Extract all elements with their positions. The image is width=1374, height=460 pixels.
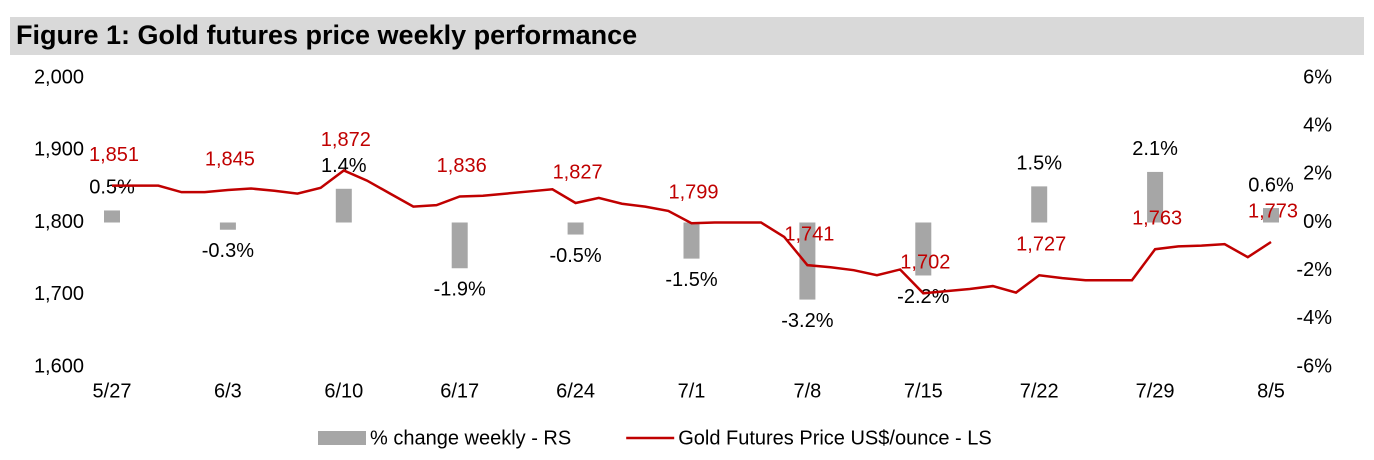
y-tick-label: 1,700 bbox=[34, 283, 84, 305]
bar bbox=[1031, 186, 1048, 223]
line-label: 1,836 bbox=[437, 155, 487, 177]
line-label: 1,827 bbox=[553, 161, 603, 183]
line-label: 1,741 bbox=[784, 223, 834, 245]
bar-label: -0.5% bbox=[549, 245, 601, 267]
legend-swatch bbox=[318, 431, 366, 445]
line-label: 1,872 bbox=[321, 129, 371, 151]
y2-tick-label: 6% bbox=[1303, 66, 1332, 88]
bar-label: 0.6% bbox=[1248, 174, 1294, 196]
chart-title: Figure 1: Gold futures price weekly perf… bbox=[16, 20, 637, 50]
y-tick-label: 1,900 bbox=[34, 139, 84, 161]
x-tick-label: 7/29 bbox=[1136, 380, 1175, 402]
line-label: 1,845 bbox=[205, 148, 255, 170]
price-line bbox=[112, 169, 1272, 295]
line-label: 1,799 bbox=[668, 182, 718, 204]
bar bbox=[567, 222, 584, 235]
bar bbox=[1147, 171, 1164, 223]
bar bbox=[451, 222, 468, 269]
y-tick-label: 1,800 bbox=[34, 211, 84, 233]
title-bar bbox=[10, 17, 1364, 55]
x-tick-label: 6/3 bbox=[214, 380, 242, 402]
bar-label: -2.2% bbox=[897, 286, 949, 308]
legend-label: Gold Futures Price US$/ounce - LS bbox=[678, 427, 991, 449]
bar bbox=[219, 222, 236, 230]
x-tick-label: 6/24 bbox=[556, 380, 595, 402]
x-tick-label: 6/10 bbox=[324, 380, 363, 402]
bar bbox=[915, 222, 932, 276]
bar-label: -1.5% bbox=[665, 269, 717, 291]
bar-label: 2.1% bbox=[1132, 138, 1178, 160]
y2-tick-label: 4% bbox=[1303, 114, 1332, 136]
x-tick-label: 8/5 bbox=[1257, 380, 1285, 402]
y-tick-label: 1,600 bbox=[34, 355, 84, 377]
bar-label: -0.3% bbox=[202, 240, 254, 262]
bar bbox=[1263, 208, 1279, 223]
x-tick-label: 7/8 bbox=[793, 380, 821, 402]
x-tick-label: 5/27 bbox=[93, 380, 132, 402]
bar-label: -3.2% bbox=[781, 310, 833, 332]
y2-tick-label: 0% bbox=[1303, 211, 1332, 233]
line-label: 1,727 bbox=[1016, 234, 1066, 256]
x-tick-label: 7/15 bbox=[904, 380, 943, 402]
x-tick-label: 7/1 bbox=[678, 380, 706, 402]
y2-tick-label: 2% bbox=[1303, 163, 1332, 185]
bar-label: 1.4% bbox=[321, 155, 367, 177]
bar bbox=[683, 222, 700, 259]
bar bbox=[104, 210, 120, 223]
x-tick-label: 6/17 bbox=[440, 380, 479, 402]
line-label: 1,763 bbox=[1132, 208, 1182, 230]
bar-label: 0.5% bbox=[89, 177, 135, 199]
bar-label: 1.5% bbox=[1016, 153, 1062, 175]
y2-tick-label: -2% bbox=[1296, 259, 1332, 281]
y2-tick-label: -6% bbox=[1296, 355, 1332, 377]
bar bbox=[799, 222, 816, 300]
line-label: 1,773 bbox=[1248, 200, 1298, 222]
bar bbox=[335, 188, 352, 223]
bar-label: -1.9% bbox=[434, 279, 486, 301]
x-tick-label: 7/22 bbox=[1020, 380, 1059, 402]
y-tick-label: 2,000 bbox=[34, 66, 84, 88]
line-label: 1,851 bbox=[89, 144, 139, 166]
legend-label: % change weekly - RS bbox=[370, 427, 571, 449]
y2-tick-label: -4% bbox=[1296, 307, 1332, 329]
line-label: 1,702 bbox=[900, 252, 950, 274]
